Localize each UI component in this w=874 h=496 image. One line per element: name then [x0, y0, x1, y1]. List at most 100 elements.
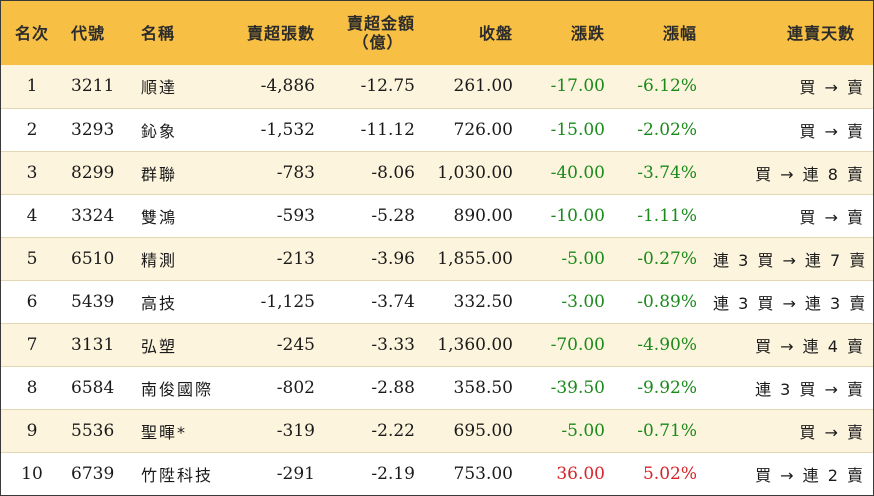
cell-net-sell-amount: -2.22	[371, 420, 415, 441]
table-row: 8 6584 南俊國際 -802 -2.88 358.50 -39.50 -9.…	[1, 366, 873, 409]
header-streak: 連賣天數	[786, 23, 855, 43]
cell-change-pct: -0.27%	[637, 248, 697, 269]
cell-code: 3211	[71, 76, 115, 97]
cell-net-sell-amount: -5.28	[371, 205, 415, 226]
cell-streak: 買 → 賣	[799, 78, 865, 98]
cell-net-sell-shares: -593	[276, 205, 315, 226]
cell-close: 358.50	[453, 377, 513, 398]
cell-code: 6510	[71, 248, 115, 269]
table-row: 1 3211 順達 -4,886 -12.75 261.00 -17.00 -6…	[1, 65, 873, 108]
cell-close: 1,855.00	[437, 248, 513, 269]
cell-change: -5.00	[561, 420, 605, 441]
cell-net-sell-shares: -1,532	[260, 119, 315, 140]
table-row: 5 6510 精測 -213 -3.96 1,855.00 -5.00 -0.2…	[1, 237, 873, 280]
cell-change: -40.00	[550, 162, 605, 183]
table-row: 2 3293 鈊象 -1,532 -11.12 726.00 -15.00 -2…	[1, 108, 873, 151]
cell-close: 890.00	[453, 205, 513, 226]
cell-net-sell-amount: -3.33	[371, 334, 415, 355]
table-row: 10 6739 竹陞科技 -291 -2.19 753.00 36.00 5.0…	[1, 452, 873, 495]
cell-net-sell-amount: -3.74	[371, 291, 415, 312]
header-net-sell-amount-line2: （億）	[352, 33, 404, 52]
cell-net-sell-shares: -4,886	[260, 76, 315, 97]
cell-net-sell-amount: -3.96	[371, 248, 415, 269]
cell-code: 6739	[71, 463, 115, 484]
cell-change: -39.50	[550, 377, 605, 398]
cell-rank: 4	[26, 205, 38, 226]
cell-close: 1,360.00	[437, 334, 513, 355]
cell-change-pct: -0.89%	[637, 291, 697, 312]
cell-net-sell-amount: -12.75	[360, 76, 415, 97]
header-name: 名稱	[141, 23, 176, 43]
cell-code: 8299	[71, 162, 115, 183]
cell-net-sell-shares: -213	[276, 248, 315, 269]
cell-change-pct: -2.02%	[637, 119, 697, 140]
cell-rank: 8	[26, 377, 38, 398]
cell-change: -17.00	[550, 76, 605, 97]
cell-code: 3131	[71, 334, 115, 355]
cell-change-pct: -9.92%	[637, 377, 697, 398]
cell-rank: 9	[26, 420, 38, 441]
cell-code: 3324	[71, 205, 115, 226]
cell-close: 695.00	[453, 420, 513, 441]
cell-streak: 連 3 買 → 連 3 賣	[713, 293, 868, 313]
cell-net-sell-shares: -783	[276, 162, 315, 183]
cell-name: 南俊國際	[141, 379, 214, 399]
cell-rank: 2	[26, 119, 38, 140]
cell-streak: 買 → 賣	[799, 207, 865, 227]
header-change-pct: 漲幅	[662, 23, 697, 43]
cell-streak: 買 → 賣	[799, 422, 865, 442]
cell-change-pct: -4.90%	[637, 334, 697, 355]
cell-close: 726.00	[453, 119, 513, 140]
cell-close: 332.50	[453, 291, 513, 312]
cell-name: 群聯	[141, 164, 178, 184]
cell-net-sell-shares: -291	[276, 463, 315, 484]
cell-change: 36.00	[556, 463, 605, 484]
cell-net-sell-shares: -802	[276, 377, 315, 398]
cell-name: 順達	[141, 78, 178, 98]
cell-rank: 7	[26, 334, 38, 355]
cell-close: 261.00	[453, 76, 513, 97]
cell-streak: 買 → 連 2 賣	[755, 465, 865, 485]
cell-streak: 買 → 賣	[799, 121, 865, 141]
cell-net-sell-shares: -245	[276, 334, 315, 355]
cell-streak: 買 → 連 4 賣	[755, 336, 865, 356]
header-row: 名次 代號 名稱 賣超張數 賣超金額 （億） 收盤 漲跌 漲幅 連賣天數	[1, 1, 873, 65]
cell-rank: 6	[26, 291, 38, 312]
cell-close: 753.00	[453, 463, 513, 484]
cell-close: 1,030.00	[437, 162, 513, 183]
cell-change-pct: -3.74%	[637, 162, 697, 183]
table-row: 6 5439 高技 -1,125 -3.74 332.50 -3.00 -0.8…	[1, 280, 873, 323]
cell-net-sell-amount: -8.06	[371, 162, 415, 183]
cell-net-sell-amount: -2.19	[371, 463, 415, 484]
cell-name: 弘塑	[141, 336, 178, 356]
header-net-sell-shares: 賣超張數	[246, 23, 315, 43]
header-net-sell-amount-line1: 賣超金額	[346, 14, 415, 33]
cell-net-sell-amount: -11.12	[360, 119, 415, 140]
cell-rank: 5	[26, 248, 38, 269]
cell-change-pct: -0.71%	[637, 420, 697, 441]
cell-change-pct: 5.02%	[642, 463, 697, 484]
cell-rank: 1	[26, 76, 38, 97]
cell-net-sell-shares: -319	[276, 420, 315, 441]
table-row: 4 3324 雙鴻 -593 -5.28 890.00 -10.00 -1.11…	[1, 194, 873, 237]
cell-name: 鈊象	[141, 121, 178, 141]
cell-rank: 10	[21, 463, 43, 484]
cell-change-pct: -6.12%	[637, 76, 697, 97]
cell-change: -15.00	[550, 119, 605, 140]
cell-change: -70.00	[550, 334, 605, 355]
header-code: 代號	[71, 23, 106, 43]
cell-net-sell-shares: -1,125	[260, 291, 315, 312]
cell-name: 精測	[141, 250, 178, 270]
cell-name: 聖暉*	[141, 422, 188, 442]
cell-code: 3293	[71, 119, 115, 140]
cell-name: 高技	[141, 293, 178, 313]
cell-streak: 買 → 連 8 賣	[755, 164, 865, 184]
cell-change: -10.00	[550, 205, 605, 226]
table-row: 7 3131 弘塑 -245 -3.33 1,360.00 -70.00 -4.…	[1, 323, 873, 366]
cell-change: -5.00	[561, 248, 605, 269]
cell-code: 5536	[71, 420, 115, 441]
cell-code: 5439	[71, 291, 115, 312]
table-row: 9 5536 聖暉* -319 -2.22 695.00 -5.00 -0.71…	[1, 409, 873, 452]
